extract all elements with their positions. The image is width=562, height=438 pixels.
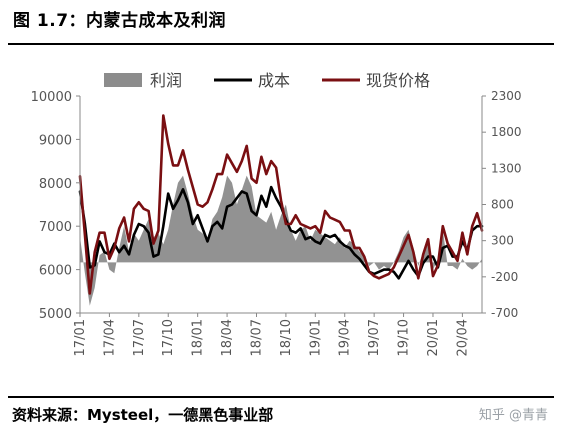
top-rule [8, 43, 554, 45]
left-tick-label: 5000 [39, 307, 72, 322]
legend-profit-swatch [104, 73, 142, 87]
left-tick-label: 8000 [39, 177, 72, 192]
x-tick-label: 20/01 [426, 319, 441, 356]
x-tick-label: 18/04 [220, 319, 235, 356]
x-tick-label: 18/07 [249, 319, 264, 356]
figure-title: 图 1.7：内蒙古成本及利润 [13, 11, 227, 31]
x-tick-label: 19/07 [367, 319, 382, 356]
x-tick-label: 19/10 [397, 319, 412, 356]
left-tick-label: 10000 [31, 90, 72, 105]
left-tick-label: 7000 [39, 220, 72, 235]
source-note: 资料来源：Mysteel，一德黑色事业部 [12, 406, 274, 424]
left-tick-label: 6000 [39, 264, 72, 279]
x-tick-label: 19/01 [308, 319, 323, 356]
right-tick-label: 2300 [491, 89, 522, 103]
x-tick-label: 17/07 [132, 319, 147, 356]
legend-spot-label: 现货价格 [366, 71, 430, 90]
x-tick-label: 18/10 [279, 319, 294, 356]
spot-price-line [78, 114, 484, 295]
legend-profit-label: 利润 [150, 71, 182, 90]
right-tick-label: 1300 [491, 161, 522, 175]
left-tick-label: 9000 [39, 133, 72, 148]
x-tick-label: 17/01 [73, 319, 88, 356]
x-tick-label: 19/04 [338, 319, 353, 356]
right-tick-label: -700 [491, 306, 518, 320]
legend-cost-label: 成本 [258, 71, 290, 90]
right-tick-label: 300 [491, 234, 514, 248]
right-tick-label: 1800 [491, 125, 522, 139]
right-tick-label: -200 [491, 270, 518, 284]
x-tick-label: 18/01 [191, 319, 206, 356]
x-tick-label: 17/04 [102, 319, 117, 356]
x-tick-label: 20/04 [455, 319, 470, 356]
x-tick-label: 17/10 [161, 319, 176, 356]
bottom-rule [8, 396, 554, 398]
profit-area [80, 175, 482, 306]
cost-line [78, 185, 484, 280]
right-tick-label: 800 [491, 198, 514, 212]
watermark: 知乎 @青青 [478, 408, 548, 423]
